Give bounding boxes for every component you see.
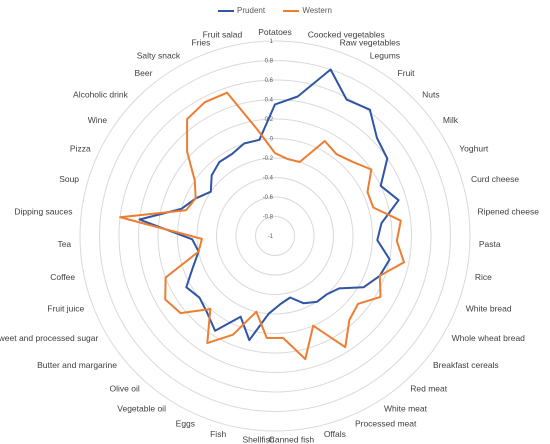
category-label: Tea <box>57 239 71 249</box>
category-label: Pizza <box>70 144 91 154</box>
category-label: Rice <box>475 272 492 282</box>
grid-circle <box>235 196 315 276</box>
grid-circle <box>196 157 354 315</box>
tick-label: 1 <box>270 39 274 45</box>
tick-label: 0.8 <box>265 59 274 65</box>
grid-circle <box>99 60 451 412</box>
category-label: Olive oil <box>109 384 139 394</box>
series-line-prudent <box>138 68 400 342</box>
grid-circle <box>79 40 471 432</box>
category-label: Salty snack <box>137 50 181 60</box>
category-label: Shellfish <box>243 434 275 444</box>
category-label: White meat <box>384 403 428 413</box>
category-label: Legums <box>370 50 400 60</box>
legend-item-western: Western <box>283 6 332 15</box>
tick-label: -0.8 <box>263 215 274 221</box>
tick-label: -1 <box>268 234 274 240</box>
legend-label-prudent: Prudent <box>237 6 266 15</box>
tick-label: 0.6 <box>265 78 274 84</box>
category-label: Breakfast cereals <box>433 360 499 370</box>
category-label: Beer <box>134 68 152 78</box>
grid-circle <box>157 118 393 354</box>
category-label: Nuts <box>422 90 439 100</box>
category-label: Coocked vegetables <box>308 30 385 40</box>
grid-circle <box>138 99 412 373</box>
category-label: Curd cheese <box>471 174 519 184</box>
category-label: Fruit juice <box>47 303 84 313</box>
category-label: Eggs <box>176 419 195 429</box>
tick-label: -0.6 <box>263 195 274 201</box>
tick-label: 0.4 <box>265 98 274 104</box>
legend-label-western: Western <box>302 6 332 15</box>
category-label: Canned fish <box>269 434 315 444</box>
series-line-western <box>119 91 405 361</box>
category-label: Milk <box>443 115 459 125</box>
grid-circle <box>216 177 334 295</box>
legend-item-prudent: Prudent <box>218 6 265 15</box>
category-label: Ripened cheese <box>478 206 540 216</box>
category-label: Yoghurt <box>459 144 489 154</box>
category-label: Offals <box>324 429 346 439</box>
category-label: Vegetable oil <box>117 403 166 413</box>
category-label: Whole wheat bread <box>452 333 526 343</box>
category-label: Coffee <box>50 272 75 282</box>
tick-label: -0.4 <box>263 176 274 182</box>
category-label: Butter and margarine <box>37 360 117 370</box>
legend-swatch-prudent <box>218 9 235 12</box>
category-label: Raw vegetables <box>340 37 400 47</box>
tick-label: 0 <box>270 137 274 143</box>
category-label: Dipping sauces <box>14 206 72 216</box>
category-label: Processed meat <box>355 419 417 429</box>
category-label: Sweet and processed sugar <box>0 333 98 343</box>
category-label: Alcoholic drink <box>73 90 129 100</box>
category-label: Wine <box>88 115 108 125</box>
category-label: Fruit salad <box>203 30 243 40</box>
category-label: Fries <box>192 37 211 47</box>
legend: Prudent Western <box>0 6 550 15</box>
category-label: Red meat <box>410 384 447 394</box>
category-label: Fruit <box>398 68 416 78</box>
category-label: White bread <box>466 303 512 313</box>
grid-circle <box>255 216 295 256</box>
tick-label: -0.2 <box>263 156 274 162</box>
category-label: Soup <box>59 174 79 184</box>
grid-circle <box>177 138 373 334</box>
grid-circle <box>118 79 432 393</box>
category-label: Pasta <box>479 239 501 249</box>
category-label: Potatoes <box>258 27 292 37</box>
category-label: Fish <box>210 429 226 439</box>
legend-swatch-western <box>283 9 300 12</box>
